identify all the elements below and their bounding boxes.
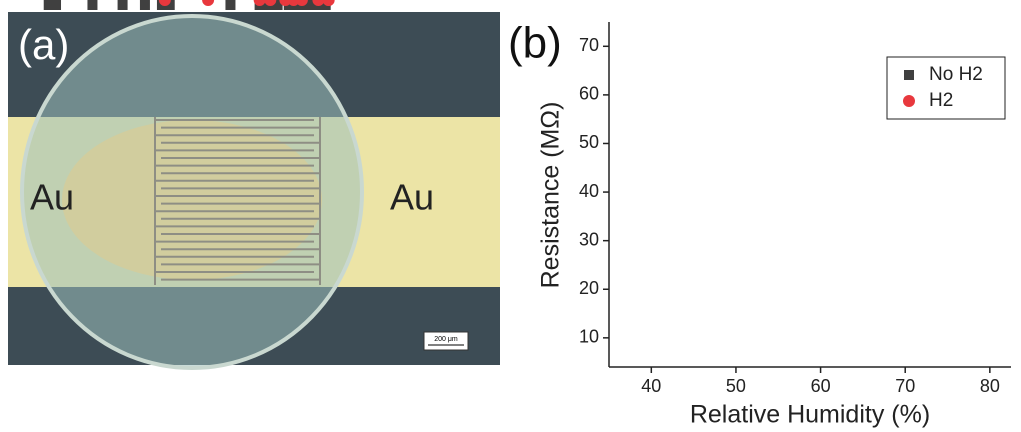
- point: [295, 0, 308, 6]
- y-tick-label: 10: [579, 327, 599, 347]
- point: [322, 0, 335, 6]
- electrode-label: Au: [30, 177, 74, 218]
- point: [158, 0, 171, 6]
- legend-marker: [904, 70, 914, 80]
- point: [117, 0, 128, 10]
- scale-bar-label: 200 μm: [434, 336, 458, 343]
- point: [164, 0, 175, 10]
- chart: (b) Relative Humidity (%) Resistance (MΩ…: [43, 0, 1011, 429]
- legend-label: No H2: [929, 64, 983, 85]
- legend-label: H2: [929, 90, 953, 111]
- x-axis-label: Relative Humidity (%): [690, 401, 930, 429]
- legend-marker: [903, 95, 915, 107]
- y-tick-label: 70: [579, 35, 599, 55]
- y-tick-label: 30: [579, 229, 599, 249]
- point: [272, 0, 283, 10]
- point: [300, 0, 311, 10]
- panel-label: (b): [508, 19, 562, 68]
- point: [283, 0, 294, 10]
- y-tick-label: 60: [579, 84, 599, 104]
- point: [202, 0, 215, 6]
- y-axis-label: Resistance (MΩ): [537, 102, 565, 289]
- x-tick-label: 40: [641, 376, 661, 396]
- panel-label: (a): [18, 21, 69, 68]
- x-tick-label: 50: [726, 376, 746, 396]
- y-tick-label: 40: [579, 181, 599, 201]
- y-tick-label: 50: [579, 132, 599, 152]
- x-tick-label: 70: [895, 376, 915, 396]
- y-tick-label: 20: [579, 278, 599, 298]
- x-tick-label: 80: [980, 376, 1000, 396]
- point: [279, 0, 292, 6]
- film-center: [62, 120, 322, 280]
- point: [312, 0, 325, 6]
- electrode-label: Au: [390, 177, 434, 218]
- point: [253, 0, 266, 6]
- legend-box: [886, 56, 1006, 120]
- x-tick-label: 60: [811, 376, 831, 396]
- point: [139, 0, 150, 10]
- point: [43, 0, 54, 10]
- photo-panel: (a) Au Au 200 μm: [8, 12, 500, 370]
- point: [225, 0, 236, 10]
- electrode-comb: [154, 117, 321, 285]
- point: [87, 0, 98, 10]
- point: [264, 0, 277, 6]
- point: [292, 0, 303, 10]
- point: [51, 0, 62, 10]
